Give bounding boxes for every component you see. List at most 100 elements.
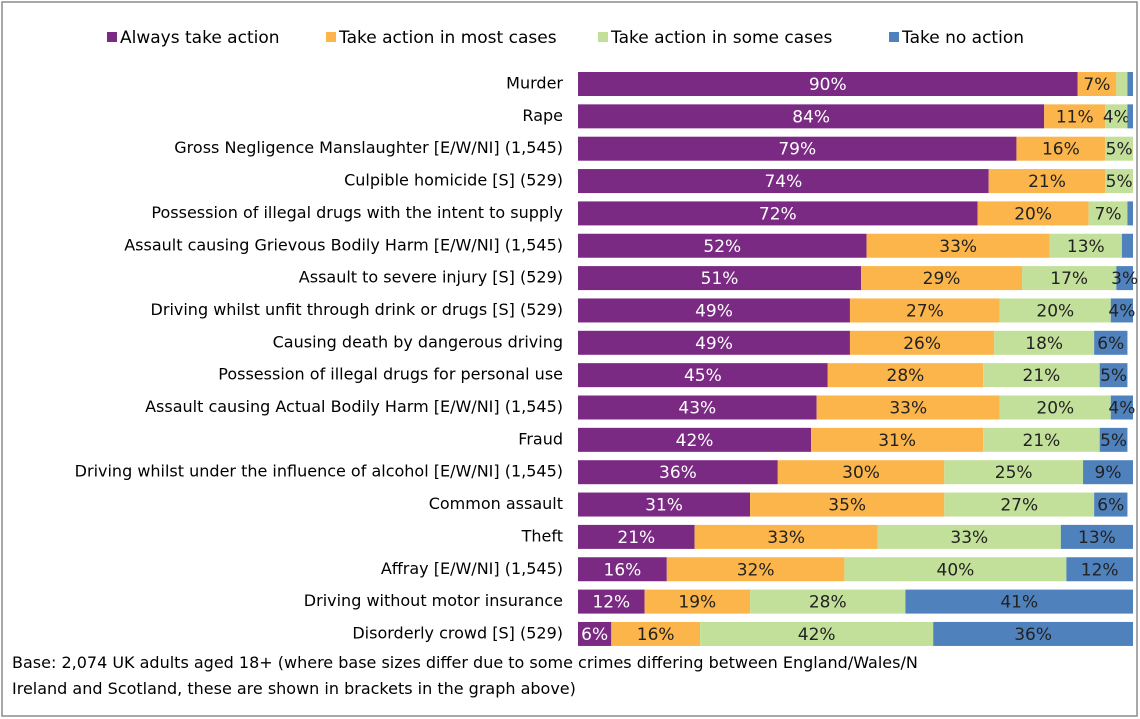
- data-label: 33%: [950, 528, 988, 548]
- data-label: 6%: [581, 625, 608, 645]
- bar-segment: [988, 169, 1106, 194]
- bar-segment: [877, 524, 1061, 549]
- legend-swatch: [598, 32, 608, 42]
- bar-segment: [750, 589, 906, 614]
- bar-segment: [816, 395, 1000, 420]
- bar-segment: [983, 427, 1100, 452]
- data-label: 49%: [695, 334, 733, 354]
- category-label: Fraud: [518, 429, 563, 448]
- bar-segment: [1060, 524, 1133, 549]
- data-label: 20%: [1036, 301, 1074, 321]
- bar-segment: [944, 492, 1095, 517]
- bar-segment: [944, 460, 1084, 485]
- bar-segment: [694, 524, 878, 549]
- data-label: 7%: [1095, 204, 1122, 224]
- data-label: 12%: [1081, 560, 1119, 580]
- bar-segment: [1121, 233, 1133, 258]
- data-label: 33%: [889, 399, 927, 419]
- data-label: 12%: [592, 593, 630, 613]
- data-label: 11%: [1056, 107, 1094, 127]
- bar-segment: [777, 460, 945, 485]
- category-label: Causing death by dangerous driving: [273, 332, 563, 351]
- bar-segment: [999, 298, 1111, 323]
- bar-segment: [1094, 330, 1128, 355]
- bar-segment: [1099, 427, 1128, 452]
- bar-segment: [1083, 460, 1133, 485]
- data-label: 16%: [637, 625, 675, 645]
- bar-segment: [1016, 136, 1106, 161]
- bar-segment: [1022, 266, 1117, 291]
- bar-segment: [578, 136, 1017, 161]
- data-label: 74%: [764, 172, 802, 192]
- data-label: 27%: [1000, 496, 1038, 516]
- data-label: 32%: [737, 560, 775, 580]
- data-label: 30%: [842, 463, 880, 483]
- data-label: 33%: [939, 237, 977, 257]
- bar-segment: [578, 330, 850, 355]
- category-label: Gross Negligence Manslaughter [E/W/NI] (…: [174, 138, 563, 157]
- bar-segment: [578, 395, 817, 420]
- bar-segment: [644, 589, 751, 614]
- bar-segment: [750, 492, 945, 517]
- data-label: 42%: [676, 431, 714, 451]
- data-label: 21%: [1023, 366, 1061, 386]
- category-label: Possession of illegal drugs with the int…: [151, 203, 563, 222]
- data-label: 16%: [604, 560, 642, 580]
- data-label: 5%: [1106, 172, 1133, 192]
- bar-segment: [1066, 557, 1133, 582]
- bar-segment: [977, 201, 1089, 226]
- legend-swatch: [107, 32, 117, 42]
- bar-segment: [1044, 104, 1106, 129]
- data-label: 5%: [1106, 140, 1133, 160]
- legend-swatch: [326, 32, 336, 42]
- data-label: 49%: [695, 301, 733, 321]
- bar-segment: [666, 557, 845, 582]
- data-label: 7%: [1083, 75, 1110, 95]
- footnote-line: Base: 2,074 UK adults aged 18+ (where ba…: [12, 653, 918, 672]
- data-label: 29%: [923, 269, 961, 289]
- bar-segment: [1094, 492, 1128, 517]
- bar-segment: [1116, 266, 1133, 291]
- legend-label: Take action in some cases: [610, 28, 832, 48]
- bar-segment: [1077, 72, 1117, 96]
- data-label: 4%: [1108, 301, 1135, 321]
- legend-label: Take no action: [901, 28, 1024, 48]
- data-label: 20%: [1036, 399, 1074, 419]
- data-label: 31%: [645, 496, 683, 516]
- footnote: Base: 2,074 UK adults aged 18+ (where ba…: [12, 650, 1112, 702]
- category-label: Driving whilst unfit through drink or dr…: [151, 300, 563, 319]
- footnote-line: Ireland and Scotland, these are shown in…: [12, 679, 576, 698]
- data-label: 6%: [1097, 334, 1124, 354]
- bar-segment: [999, 395, 1111, 420]
- data-label: 33%: [767, 528, 805, 548]
- bar-segment: [1105, 169, 1133, 194]
- category-label: Murder: [506, 74, 563, 93]
- bar-segment: [1105, 104, 1128, 129]
- bar-segment: [578, 524, 695, 549]
- bar-segment: [1110, 395, 1133, 420]
- data-label: 52%: [703, 237, 741, 257]
- data-label: 3%: [1111, 269, 1138, 289]
- category-label: Possession of illegal drugs for personal…: [218, 365, 563, 384]
- bar-segment: [849, 298, 1000, 323]
- bar-segment: [611, 621, 701, 646]
- bar-segment: [578, 621, 612, 646]
- category-label: Driving whilst under the influence of al…: [75, 462, 563, 481]
- category-label: Culpible homicide [S] (529): [344, 171, 563, 190]
- data-label: 19%: [678, 593, 716, 613]
- data-label: 17%: [1050, 269, 1088, 289]
- bar-segment: [1116, 72, 1128, 96]
- data-label: 5%: [1100, 366, 1127, 386]
- bar-segment: [1127, 72, 1133, 96]
- data-label: 90%: [809, 75, 847, 95]
- bar-segment: [861, 266, 1022, 291]
- legend-label: Always take action: [120, 28, 280, 48]
- bar-segment: [578, 589, 645, 614]
- data-label: 45%: [684, 366, 722, 386]
- bar-segment: [933, 621, 1133, 646]
- bar-segment: [578, 460, 778, 485]
- data-label: 6%: [1097, 496, 1124, 516]
- bar-segment: [1127, 104, 1133, 129]
- data-label: 27%: [906, 301, 944, 321]
